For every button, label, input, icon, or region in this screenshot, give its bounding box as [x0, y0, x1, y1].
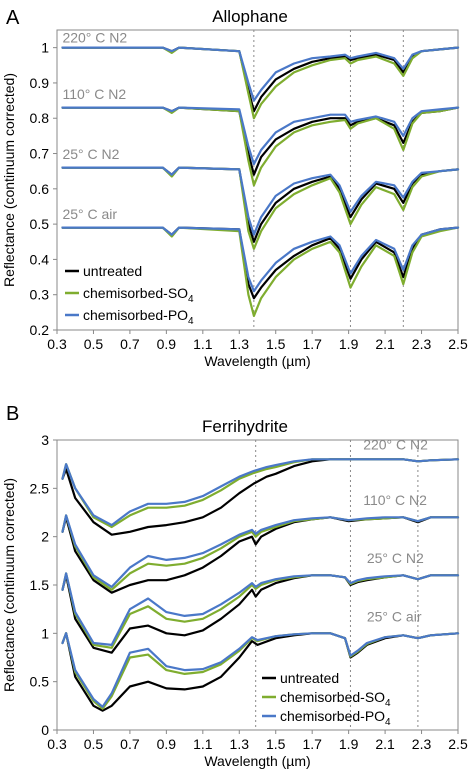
x-tick-label: 1.1: [193, 336, 213, 352]
condition-label: 25° C N2: [367, 550, 424, 566]
x-tick-label: 1.3: [230, 336, 250, 352]
condition-label: 220° C N2: [62, 29, 127, 45]
plot-frame: [56, 29, 459, 331]
x-tick-label: 2.1: [375, 736, 395, 752]
x-tick-label: 1.9: [339, 336, 359, 352]
y-tick-label: 0.4: [30, 251, 50, 267]
x-tick-label: 0.7: [120, 336, 140, 352]
legend-entry: chemisorbed-SO4: [280, 689, 391, 709]
legend-entry: untreated: [83, 263, 142, 279]
series-line-chemisorbed-po4: [61, 46, 460, 102]
legend-subscript: 4: [385, 698, 391, 709]
y-tick-label: 1: [41, 40, 49, 56]
series-line-chemisorbed-po4: [61, 632, 460, 708]
x-tick-label: 2.3: [412, 736, 432, 752]
series-line-chemisorbed-so4: [61, 106, 460, 187]
y-tick-label: 0.5: [30, 216, 50, 232]
panel-letter: B: [6, 403, 19, 425]
y-tick-label: 0.2: [30, 322, 50, 338]
legend-entry: chemisorbed-PO4: [83, 307, 194, 327]
x-tick-label: 0.9: [157, 336, 177, 352]
x-tick-label: 0.3: [47, 736, 67, 752]
series-line-chemisorbed-so4: [61, 166, 460, 250]
series-line-chemisorbed-po4: [61, 106, 460, 166]
x-tick-label: 0.9: [157, 736, 177, 752]
y-tick-label: 0.5: [30, 674, 50, 690]
legend-entry: chemisorbed-SO4: [83, 285, 194, 305]
condition-label: 110° C N2: [62, 86, 126, 102]
x-axis-label: Wavelength (µm): [204, 353, 310, 369]
y-tick-label: 2: [41, 529, 49, 545]
x-tick-label: 1.5: [266, 336, 286, 352]
chart-title: Allophane: [212, 7, 288, 26]
x-axis-label: Wavelength (µm): [204, 753, 310, 769]
series-line-chemisorbed-po4: [61, 166, 460, 236]
y-tick-label: 2.5: [30, 480, 50, 496]
series-line-chemisorbed-po4: [61, 572, 460, 647]
panel-ferrihydrite: B Ferrihydrite 0.3 0.5 0.7 0.9 1.1 1.3 1.5 1.7 1.9…: [1, 403, 468, 769]
x-tick-label: 2.5: [448, 736, 468, 752]
x-tick-label: 1.5: [266, 736, 286, 752]
condition-label: 220° C N2: [363, 437, 428, 453]
legend-subscript: 4: [188, 294, 194, 305]
x-tick-label: 1.7: [302, 736, 322, 752]
x-tick-label: 0.7: [120, 736, 140, 752]
y-tick-label: 1: [41, 625, 49, 641]
y-tick-label: 0.9: [30, 75, 50, 91]
x-tick-label: 2.5: [448, 336, 468, 352]
series-line-chemisorbed-po4: [61, 514, 460, 589]
y-axis-label: Reflectance (continuum corrected): [1, 478, 17, 692]
legend-subscript: 4: [385, 717, 391, 728]
y-tick-label: 0.8: [30, 110, 50, 126]
y-tick-label: 0.3: [30, 287, 50, 303]
condition-label: 25° C air: [62, 206, 117, 222]
x-tick-label: 0.5: [84, 336, 104, 352]
panel-letter: A: [6, 7, 20, 29]
x-tick-label: 1.9: [339, 736, 359, 752]
x-tick-label: 2.1: [375, 336, 395, 352]
chart-title: Ferrihydrite: [202, 417, 288, 436]
panel-allophane: A Allophane 0.3 0.5 0.7 0.9 1.1 1.3 1.5 1.7 1.9 2.1…: [1, 7, 468, 369]
condition-label: 25° C air: [367, 609, 422, 625]
y-tick-label: 3: [41, 432, 49, 448]
y-tick-label: 0: [41, 722, 49, 738]
x-tick-label: 0.5: [84, 736, 104, 752]
x-tick-label: 2.3: [412, 336, 432, 352]
condition-label: 110° C N2: [363, 492, 427, 508]
legend-entry: untreated: [280, 670, 339, 686]
y-axis-label: Reflectance (continuum corrected): [1, 73, 17, 287]
legend-subscript: 4: [188, 316, 194, 327]
x-tick-label: 0.3: [47, 336, 67, 352]
x-tick-label: 1.3: [230, 736, 250, 752]
y-tick-label: 0.7: [30, 146, 50, 162]
y-tick-label: 0.6: [30, 181, 50, 197]
series-line-chemisorbed-po4: [61, 226, 460, 293]
condition-label: 25° C N2: [62, 146, 119, 162]
x-tick-label: 1.7: [302, 336, 322, 352]
legend-entry: chemisorbed-PO4: [280, 708, 391, 728]
series-line-chemisorbed-po4: [61, 458, 460, 527]
y-tick-label: 1.5: [30, 577, 50, 593]
x-tick-label: 1.1: [193, 736, 213, 752]
